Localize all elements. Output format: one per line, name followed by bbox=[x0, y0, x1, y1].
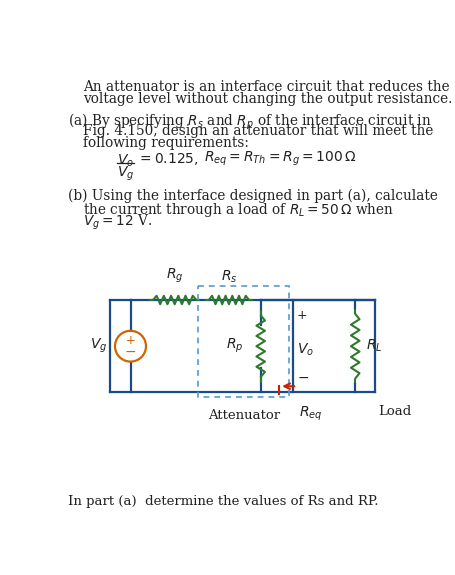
Text: $V_o$: $V_o$ bbox=[117, 152, 134, 168]
Text: $V_g = 12$ V.: $V_g = 12$ V. bbox=[83, 213, 152, 232]
Text: Attenuator: Attenuator bbox=[207, 409, 280, 423]
Text: the current through a load of $R_L = 50\,\Omega$ when: the current through a load of $R_L = 50\… bbox=[83, 201, 394, 218]
Text: −: − bbox=[125, 344, 136, 359]
Text: Fig. 4.150, design an attenuator that will meet the: Fig. 4.150, design an attenuator that wi… bbox=[83, 124, 434, 137]
Text: +: + bbox=[126, 334, 136, 347]
Text: (b) Using the interface designed in part (a), calculate: (b) Using the interface designed in part… bbox=[68, 189, 438, 203]
Text: voltage level without changing the output resistance.: voltage level without changing the outpu… bbox=[83, 92, 453, 106]
Text: $V_g$: $V_g$ bbox=[117, 164, 135, 183]
Text: $R_g$: $R_g$ bbox=[166, 266, 183, 285]
Text: $= 0.125,$: $= 0.125,$ bbox=[137, 151, 199, 167]
Text: $R_s$: $R_s$ bbox=[221, 268, 237, 285]
Bar bbox=[198, 286, 289, 397]
Text: +: + bbox=[297, 309, 308, 322]
Text: (a) By specifying $R_s$ and $R_p$ of the interface circuit in: (a) By specifying $R_s$ and $R_p$ of the… bbox=[68, 112, 431, 132]
Text: In part (a)  determine the values of Rs and RP.: In part (a) determine the values of Rs a… bbox=[68, 495, 378, 508]
Text: $V_o$: $V_o$ bbox=[297, 342, 314, 358]
Text: $R_{eq}$: $R_{eq}$ bbox=[299, 405, 323, 423]
Text: $R_p$: $R_p$ bbox=[226, 337, 243, 355]
Text: $R_L$: $R_L$ bbox=[366, 338, 383, 354]
Text: $R_{eq} = R_{Th} = R_g = 100\,\Omega$: $R_{eq} = R_{Th} = R_g = 100\,\Omega$ bbox=[204, 150, 357, 168]
Text: An attenuator is an interface circuit that reduces the: An attenuator is an interface circuit th… bbox=[83, 80, 450, 94]
Text: $V_g$: $V_g$ bbox=[90, 337, 107, 355]
Text: Load: Load bbox=[379, 405, 412, 417]
Text: following requirements:: following requirements: bbox=[83, 136, 249, 150]
Text: −: − bbox=[297, 371, 309, 385]
